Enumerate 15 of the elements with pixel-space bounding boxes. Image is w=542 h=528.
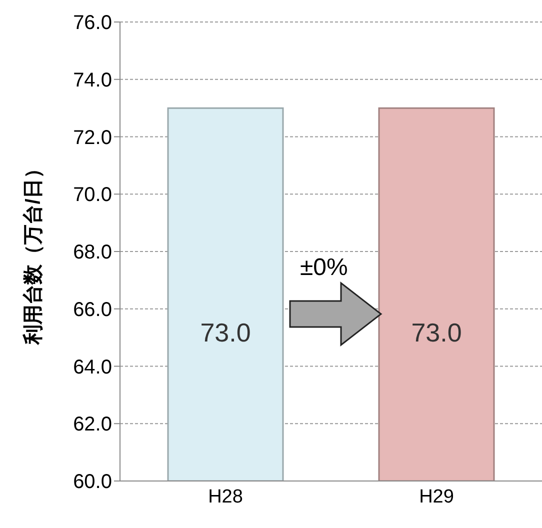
y-axis-title: 利用台数（万台/日） <box>21 158 44 346</box>
y-tick-label: 76.0 <box>73 12 112 34</box>
x-tick-label: H29 <box>419 486 454 508</box>
y-tick-label: 72.0 <box>73 126 112 149</box>
data-label: 73.0 <box>411 317 462 348</box>
annotation: ±0% <box>300 254 348 282</box>
y-tick-label: 64.0 <box>73 356 112 378</box>
y-tick-label: 60.0 <box>73 471 112 494</box>
y-tick-label: 74.0 <box>73 69 112 92</box>
data-label: 73.0 <box>200 317 251 348</box>
y-tick-label: 62.0 <box>73 414 112 436</box>
y-tick-label: 66.0 <box>73 298 112 321</box>
x-tick-label: H28 <box>208 486 243 508</box>
y-tick-label: 68.0 <box>73 242 112 264</box>
y-tick-label: 70.0 <box>73 184 112 206</box>
